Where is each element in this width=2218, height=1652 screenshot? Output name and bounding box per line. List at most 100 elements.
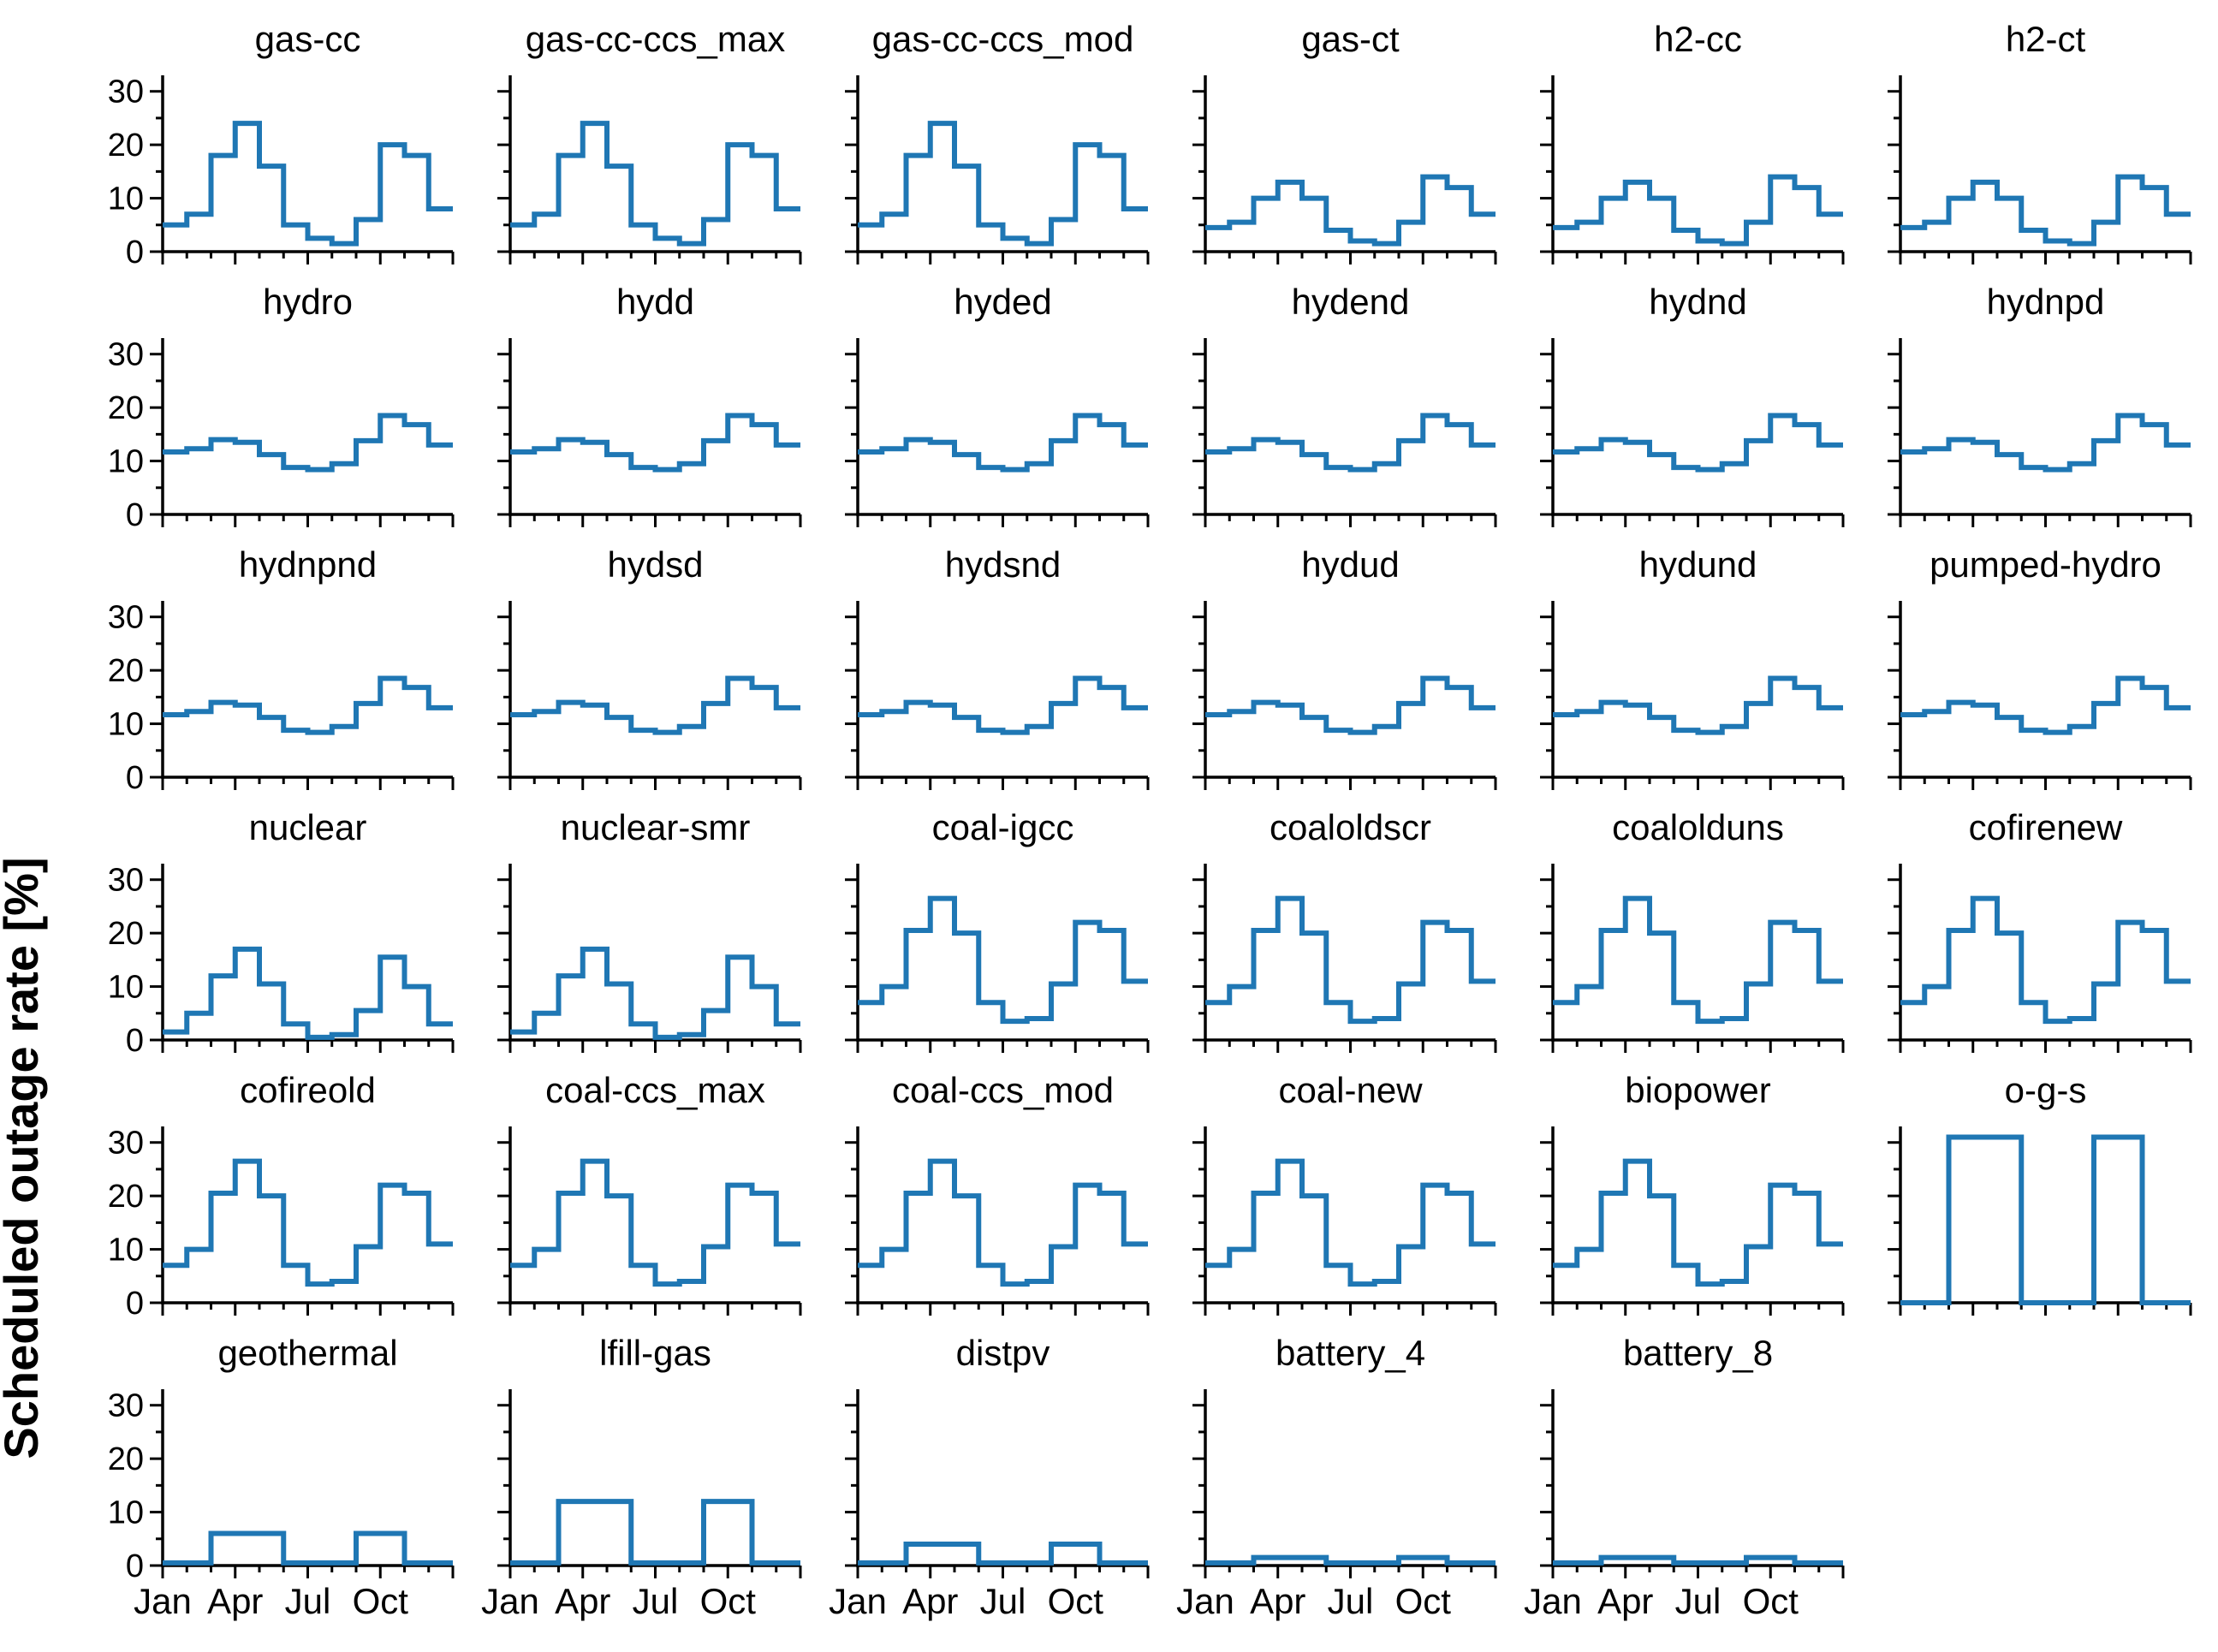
- x-tick-label: Jan: [1176, 1581, 1234, 1621]
- x-tick-label: Jan: [134, 1581, 192, 1621]
- outage-step-line: [1205, 413, 1496, 472]
- x-tick-label: Oct: [353, 1581, 409, 1621]
- outage-step-line: [510, 1158, 800, 1287]
- subplot-title: coalolduns: [1612, 807, 1784, 847]
- subplot-title: hydud: [1301, 544, 1399, 585]
- subplot-hydend: hydend: [1111, 282, 1513, 588]
- subplot-title: hydro: [263, 282, 353, 322]
- outage-step-line: [858, 1542, 1148, 1566]
- subplot-title: hyded: [954, 282, 1051, 322]
- step-plot-geothermal: 0 10 20 30 Jan Apr Jul Oct geothermal: [108, 1333, 455, 1621]
- subplot-hydsnd: hydsnd: [764, 544, 1166, 851]
- y-tick-label: 10: [108, 1495, 144, 1531]
- outage-step-line: [1205, 1554, 1496, 1566]
- subplot-title: h2-cc: [1654, 19, 1742, 59]
- x-tick-label: Apr: [902, 1581, 958, 1621]
- outage-step-line: [510, 413, 800, 472]
- outage-step-line: [510, 946, 800, 1040]
- outage-step-line: [1900, 174, 2191, 247]
- subplot-coal-new: coal-new: [1111, 1070, 1513, 1376]
- outage-step-line: [1553, 895, 1843, 1025]
- subplot-title: hydend: [1292, 282, 1410, 322]
- subplot-title: hydnpd: [1987, 282, 2105, 322]
- y-axis-label: Scheduled outage rate [%]: [0, 857, 48, 1459]
- x-tick-label: Oct: [1395, 1581, 1452, 1621]
- x-tick-label: Jul: [285, 1581, 331, 1621]
- subplot-coaloldscr: coaloldscr: [1111, 807, 1513, 1114]
- outage-step-line: [1205, 174, 1496, 247]
- subplot-title: hydund: [1639, 544, 1757, 585]
- subplot-title: coaloldscr: [1270, 807, 1431, 847]
- subplot-hydud: hydud: [1111, 544, 1513, 851]
- x-tick-label: Apr: [207, 1581, 263, 1621]
- step-plot-lfill-gas: Jan Apr Jul Oct lfill-gas: [481, 1333, 802, 1621]
- y-tick-label: 0: [126, 1548, 144, 1584]
- outage-step-line: [1205, 1158, 1496, 1287]
- subplot-h2-ct: h2-ct: [1806, 19, 2209, 325]
- y-tick-label: 20: [108, 1441, 144, 1477]
- outage-step-line: [163, 675, 453, 735]
- subplot-title: o-g-s: [2005, 1070, 2087, 1110]
- subplot-geothermal: 0 10 20 30 Jan Apr Jul Oct geothermal: [68, 1333, 471, 1639]
- x-tick-label: Jan: [481, 1581, 539, 1621]
- step-plot-nuclear-smr: nuclear-smr: [497, 807, 802, 1053]
- subplot-hydro: 0 10 20 30 hydro: [68, 282, 471, 588]
- subplot-title: hydsnd: [945, 544, 1061, 585]
- x-tick-label: Oct: [1743, 1581, 1799, 1621]
- subplot-hydnpnd: 0 10 20 30 hydnpnd: [68, 544, 471, 851]
- step-plot-coalolduns: coalolduns: [1540, 807, 1845, 1053]
- subplot-pumped-hydro: pumped-hydro: [1806, 544, 2209, 851]
- outage-step-line: [1900, 413, 2191, 472]
- subplot-title: nuclear: [249, 807, 367, 847]
- step-plot-gas-ct: gas-ct: [1192, 19, 1497, 264]
- step-plot-gas-cc-ccs_mod: gas-cc-ccs_mod: [845, 19, 1150, 264]
- y-tick-label: 20: [108, 916, 144, 952]
- y-tick-label: 10: [108, 444, 144, 480]
- subplot-title: coal-new: [1278, 1070, 1423, 1110]
- subplot-title: gas-cc: [255, 19, 361, 59]
- step-plot-gas-cc-ccs_max: gas-cc-ccs_max: [497, 19, 802, 264]
- subplot-title: battery_4: [1275, 1333, 1425, 1373]
- subplot-title: nuclear-smr: [561, 807, 751, 847]
- step-plot-hydsnd: hydsnd: [845, 544, 1150, 790]
- y-tick-label: 30: [108, 337, 144, 373]
- step-plot-o-g-s: o-g-s: [1888, 1070, 2192, 1316]
- subplot-o-g-s: o-g-s: [1806, 1070, 2209, 1376]
- subplot-title: gas-cc-ccs_mod: [872, 19, 1134, 59]
- subplot-title: hydnd: [1649, 282, 1746, 322]
- outage-step-line: [1553, 413, 1843, 472]
- outage-step-line: [1900, 675, 2191, 735]
- subplot-title: biopower: [1625, 1070, 1770, 1110]
- step-plot-coal-ccs_mod: coal-ccs_mod: [845, 1070, 1150, 1316]
- y-tick-label: 20: [108, 1179, 144, 1215]
- outage-step-line: [1553, 675, 1843, 735]
- outage-step-line: [163, 413, 453, 472]
- subplot-distpv: Jan Apr Jul Oct distpv: [764, 1333, 1166, 1639]
- step-plot-gas-cc: 0 10 20 30 gas-cc: [108, 19, 455, 270]
- outage-step-line: [1553, 174, 1843, 247]
- step-plot-cofireold: 0 10 20 30 cofireold: [108, 1070, 455, 1322]
- y-axis-label-area: Scheduled outage rate [%]: [0, 857, 48, 1459]
- subplot-title: coal-igcc: [932, 807, 1074, 847]
- y-tick-label: 10: [108, 970, 144, 1006]
- y-tick-label: 10: [108, 707, 144, 743]
- y-tick-label: 20: [108, 653, 144, 689]
- x-tick-label: Jul: [1328, 1581, 1374, 1621]
- subplot-coalolduns: coalolduns: [1459, 807, 1861, 1114]
- x-tick-label: Jul: [633, 1581, 679, 1621]
- step-plot-hydnpd: hydnpd: [1888, 282, 2192, 527]
- subplot-title: hydd: [616, 282, 694, 322]
- step-plot-hydd: hydd: [497, 282, 802, 527]
- y-tick-label: 20: [108, 128, 144, 163]
- outage-step-line: [1553, 1554, 1843, 1566]
- y-tick-label: 30: [108, 1126, 144, 1162]
- step-plot-coal-ccs_max: coal-ccs_max: [497, 1070, 802, 1316]
- step-plot-h2-ct: h2-ct: [1888, 19, 2192, 264]
- subplot-battery_8: Jan Apr Jul Oct battery_8: [1459, 1333, 1861, 1639]
- subplot-title: geothermal: [217, 1333, 397, 1373]
- step-plot-coal-new: coal-new: [1192, 1070, 1497, 1316]
- y-tick-label: 20: [108, 390, 144, 426]
- outage-step-line: [1205, 675, 1496, 735]
- y-tick-label: 0: [126, 1023, 144, 1059]
